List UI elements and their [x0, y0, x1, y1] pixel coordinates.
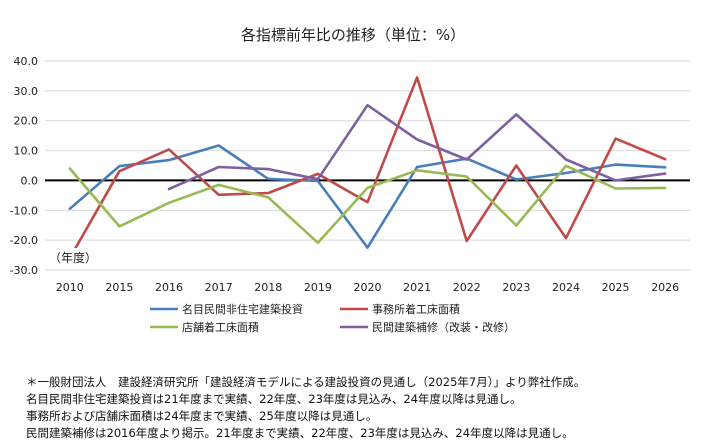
x-tick-label: 2024: [552, 281, 580, 294]
legend-label: 名目民間非住宅建築投資: [182, 302, 303, 316]
legend-label: 店舗着工床面積: [182, 320, 259, 334]
x-tick-label: 2016: [155, 281, 183, 294]
y-tick-label: -20.0: [10, 234, 38, 247]
legend-label: 事務所着工床面積: [372, 302, 460, 316]
x-tick-label: 2010: [56, 281, 84, 294]
series-lines: [68, 76, 667, 260]
x-tick-label: 2015: [105, 281, 133, 294]
y-tick-label: 10.0: [14, 145, 39, 158]
x-tick-label: 2021: [403, 281, 431, 294]
y-tick-label: -10.0: [10, 204, 38, 217]
chart-title: 各指標前年比の推移（単位：%）: [241, 26, 465, 44]
legend-label: 民間建築補修（改装・改修）: [372, 320, 515, 334]
x-tick-label: 2019: [304, 281, 332, 294]
y-tick-label: 40.0: [14, 55, 39, 68]
series-line-2: [68, 76, 667, 260]
x-tick-label: 2017: [205, 281, 233, 294]
footnote-source: ＊一般財団法人 建設経済研究所「建設経済モデルによる建設投資の見通し（2025年…: [26, 375, 586, 389]
y-tick-label: 0.0: [21, 174, 39, 187]
x-tick-label: 2022: [453, 281, 481, 294]
footnote-repair: 民間建築補修は2016年度より掲示。21年度まで実績、22年度、23年度は見込み…: [26, 426, 574, 440]
gridlines: [45, 60, 690, 271]
x-tick-label: 2020: [354, 281, 382, 294]
footnotes: ＊一般財団法人 建設経済研究所「建設経済モデルによる建設投資の見通し（2025年…: [26, 374, 702, 442]
x-tick-label: 2023: [502, 281, 530, 294]
footnote-investment: 名目民間非住宅建築投資は21年度まで実績、22年度、23年度は見込み、24年度以…: [26, 392, 522, 406]
series-line-1: [68, 144, 667, 249]
x-tick-label: 2018: [254, 281, 282, 294]
x-axis-tick-labels: 2010 2015 2016 2017 2018 2019 2020 2021 2022 2023…: [56, 281, 679, 294]
footnote-floor-area: 事務所および店舗床面積は24年度まで実績、25年度以降は見通し。: [26, 409, 378, 423]
series-line-3: [68, 164, 667, 245]
y-tick-label: 30.0: [14, 85, 39, 98]
x-axis-label-background: [48, 248, 98, 266]
y-tick-label: 20.0: [14, 115, 39, 128]
y-axis-tick-labels: 40.0 30.0 20.0 10.0 0.0 -10.0 -20.0 -30.0: [10, 55, 38, 277]
line-chart: 各指標前年比の推移（単位：%） 40.0 30.0 20.0 10.0 0.0 -10.0…: [10, 26, 690, 334]
x-axis-label: （年度）: [49, 250, 97, 265]
x-tick-label: 2025: [602, 281, 630, 294]
y-tick-label: -30.0: [10, 264, 38, 277]
x-tick-label: 2026: [651, 281, 679, 294]
series-line-4: [167, 103, 667, 191]
